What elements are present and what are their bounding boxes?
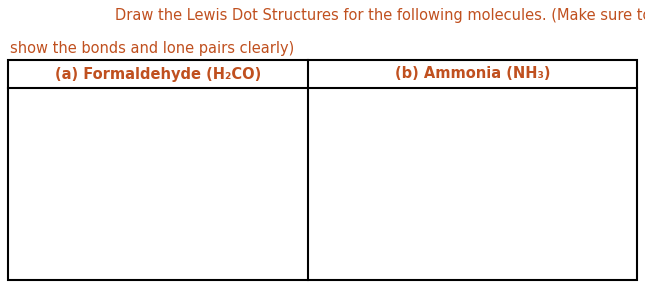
Text: (b) Ammonia (NH₃): (b) Ammonia (NH₃) — [395, 67, 550, 82]
Bar — [8, 60, 637, 280]
Text: show the bonds and lone pairs clearly): show the bonds and lone pairs clearly) — [10, 41, 294, 56]
Text: (a) Formaldehyde (H₂CO): (a) Formaldehyde (H₂CO) — [55, 67, 261, 82]
Text: Draw the Lewis Dot Structures for the following molecules. (Make sure to: Draw the Lewis Dot Structures for the fo… — [115, 8, 645, 23]
